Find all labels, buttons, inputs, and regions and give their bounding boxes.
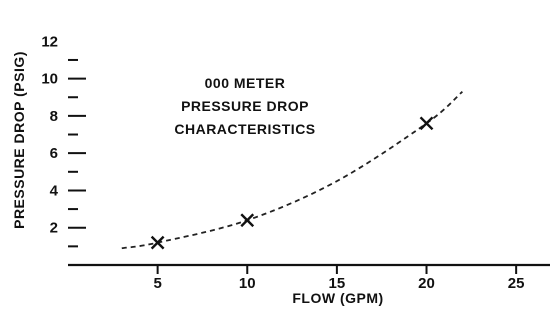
ticks: 5 10 15 20 25 2 4 6 8 10 12 bbox=[41, 33, 524, 292]
y-tick-label: 12 bbox=[41, 33, 58, 50]
x-tick-label: 10 bbox=[239, 275, 256, 292]
y-tick-label: 6 bbox=[50, 145, 58, 162]
series bbox=[121, 90, 463, 250]
y-tick-label: 2 bbox=[50, 220, 58, 237]
y-tick-label: 10 bbox=[41, 71, 58, 88]
data-point-marker bbox=[419, 116, 434, 131]
annotation-line-3: CHARACTERISTICS bbox=[174, 121, 315, 137]
data-point-marker bbox=[150, 235, 165, 250]
x-tick-label: 20 bbox=[418, 275, 435, 292]
x-axis-label: FLOW (GPM) bbox=[292, 290, 383, 306]
labels: FLOW (GPM) PRESSURE DROP (PSIG) 000 METE… bbox=[11, 51, 383, 306]
y-tick-label: 4 bbox=[50, 182, 59, 199]
x-tick-label: 15 bbox=[329, 275, 346, 292]
series-line bbox=[121, 90, 463, 250]
x-tick-label: 5 bbox=[153, 275, 161, 292]
annotation-line-1: 000 METER bbox=[205, 75, 286, 91]
y-tick-label: 8 bbox=[50, 108, 58, 125]
annotation-line-2: PRESSURE DROP bbox=[181, 98, 309, 114]
markers bbox=[150, 116, 434, 250]
x-tick-label: 25 bbox=[508, 275, 525, 292]
y-axis-label: PRESSURE DROP (PSIG) bbox=[11, 51, 27, 229]
data-point-marker bbox=[240, 213, 255, 228]
